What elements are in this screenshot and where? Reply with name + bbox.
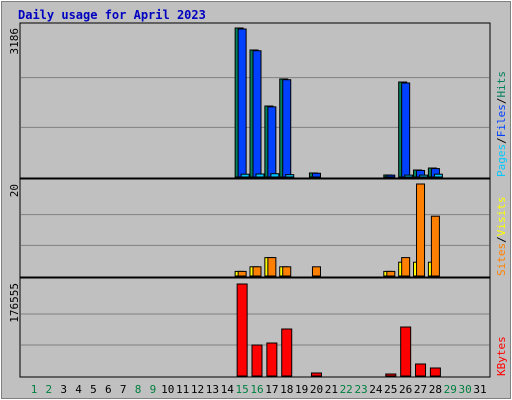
x-tick-label: 28 [429, 383, 442, 396]
legend: Sites/Visits [495, 197, 508, 277]
x-tick-label: 21 [325, 383, 338, 396]
legend: KBytes [495, 336, 508, 376]
legend-entry: Hits [495, 71, 508, 98]
bar [282, 266, 292, 277]
bar [401, 82, 411, 178]
x-tick-label: 10 [161, 383, 174, 396]
bar [267, 106, 277, 178]
x-tick-label: 24 [369, 383, 383, 396]
x-tick-label: 23 [354, 383, 367, 396]
bar [386, 270, 396, 277]
x-tick-label: 16 [250, 383, 263, 396]
legend-separator: / [495, 236, 508, 243]
bar [404, 174, 414, 178]
x-tick-label: 29 [444, 383, 457, 396]
bar [429, 367, 441, 377]
x-tick-label: 14 [221, 383, 235, 396]
x-tick-label: 2 [46, 383, 53, 396]
bar [240, 173, 250, 178]
bar [252, 50, 262, 178]
bar [416, 183, 426, 277]
bar [266, 342, 278, 377]
x-tick-label: 31 [473, 383, 486, 396]
bar [311, 172, 321, 178]
x-tick-label: 11 [176, 383, 189, 396]
y-tick-label: 20 [8, 184, 21, 197]
bar [270, 173, 280, 178]
legend-entry: KBytes [495, 336, 508, 376]
bar [237, 28, 247, 178]
x-tick-label: 6 [105, 383, 112, 396]
x-tick-label: 1 [31, 383, 38, 396]
legend-entry: Sites [495, 243, 508, 276]
y-tick-label: 3186 [8, 28, 21, 55]
x-tick-label: 22 [340, 383, 353, 396]
x-tick-label: 5 [90, 383, 97, 396]
bar [386, 174, 396, 178]
x-tick-label: 25 [384, 383, 397, 396]
bar [237, 270, 247, 277]
plot-area [19, 178, 491, 278]
bar [415, 363, 427, 377]
bar [311, 266, 321, 277]
x-tick-label: 13 [206, 383, 219, 396]
bar [310, 372, 322, 377]
legend-separator: / [495, 137, 508, 144]
bar [236, 283, 248, 377]
chart-title: Daily usage for April 2023 [18, 8, 206, 22]
x-tick-label: 19 [295, 383, 308, 396]
y-tick-label: 176555 [8, 283, 21, 323]
bar [433, 173, 443, 178]
x-tick-label: 8 [135, 383, 142, 396]
bar [252, 266, 262, 277]
x-tick-label: 18 [280, 383, 293, 396]
legend-entry: Pages [495, 144, 508, 177]
x-tick-label: 4 [75, 383, 82, 396]
x-tick-label: 9 [150, 383, 157, 396]
bar [430, 215, 440, 277]
x-tick-label: 3 [60, 383, 67, 396]
bar [400, 326, 412, 377]
bar [385, 373, 397, 377]
bar [267, 257, 277, 277]
bar [282, 79, 292, 178]
bar [281, 328, 293, 377]
x-tick-label: 17 [265, 383, 278, 396]
bar [255, 173, 265, 178]
legend: Pages/Files/Hits [495, 71, 508, 177]
x-tick-label: 26 [399, 383, 412, 396]
x-tick-label: 27 [414, 383, 427, 396]
legend-entry: Files [495, 104, 508, 137]
legend-separator: / [495, 98, 508, 105]
x-tick-label: 12 [191, 383, 204, 396]
bar [401, 257, 411, 277]
x-tick-label: 20 [310, 383, 323, 396]
bar [251, 344, 263, 377]
x-tick-label: 7 [120, 383, 127, 396]
legend-entry: Visits [495, 197, 508, 237]
x-tick-label: 15 [236, 383, 249, 396]
bar [419, 174, 429, 178]
x-tick-label: 30 [459, 383, 472, 396]
bar [285, 174, 295, 178]
